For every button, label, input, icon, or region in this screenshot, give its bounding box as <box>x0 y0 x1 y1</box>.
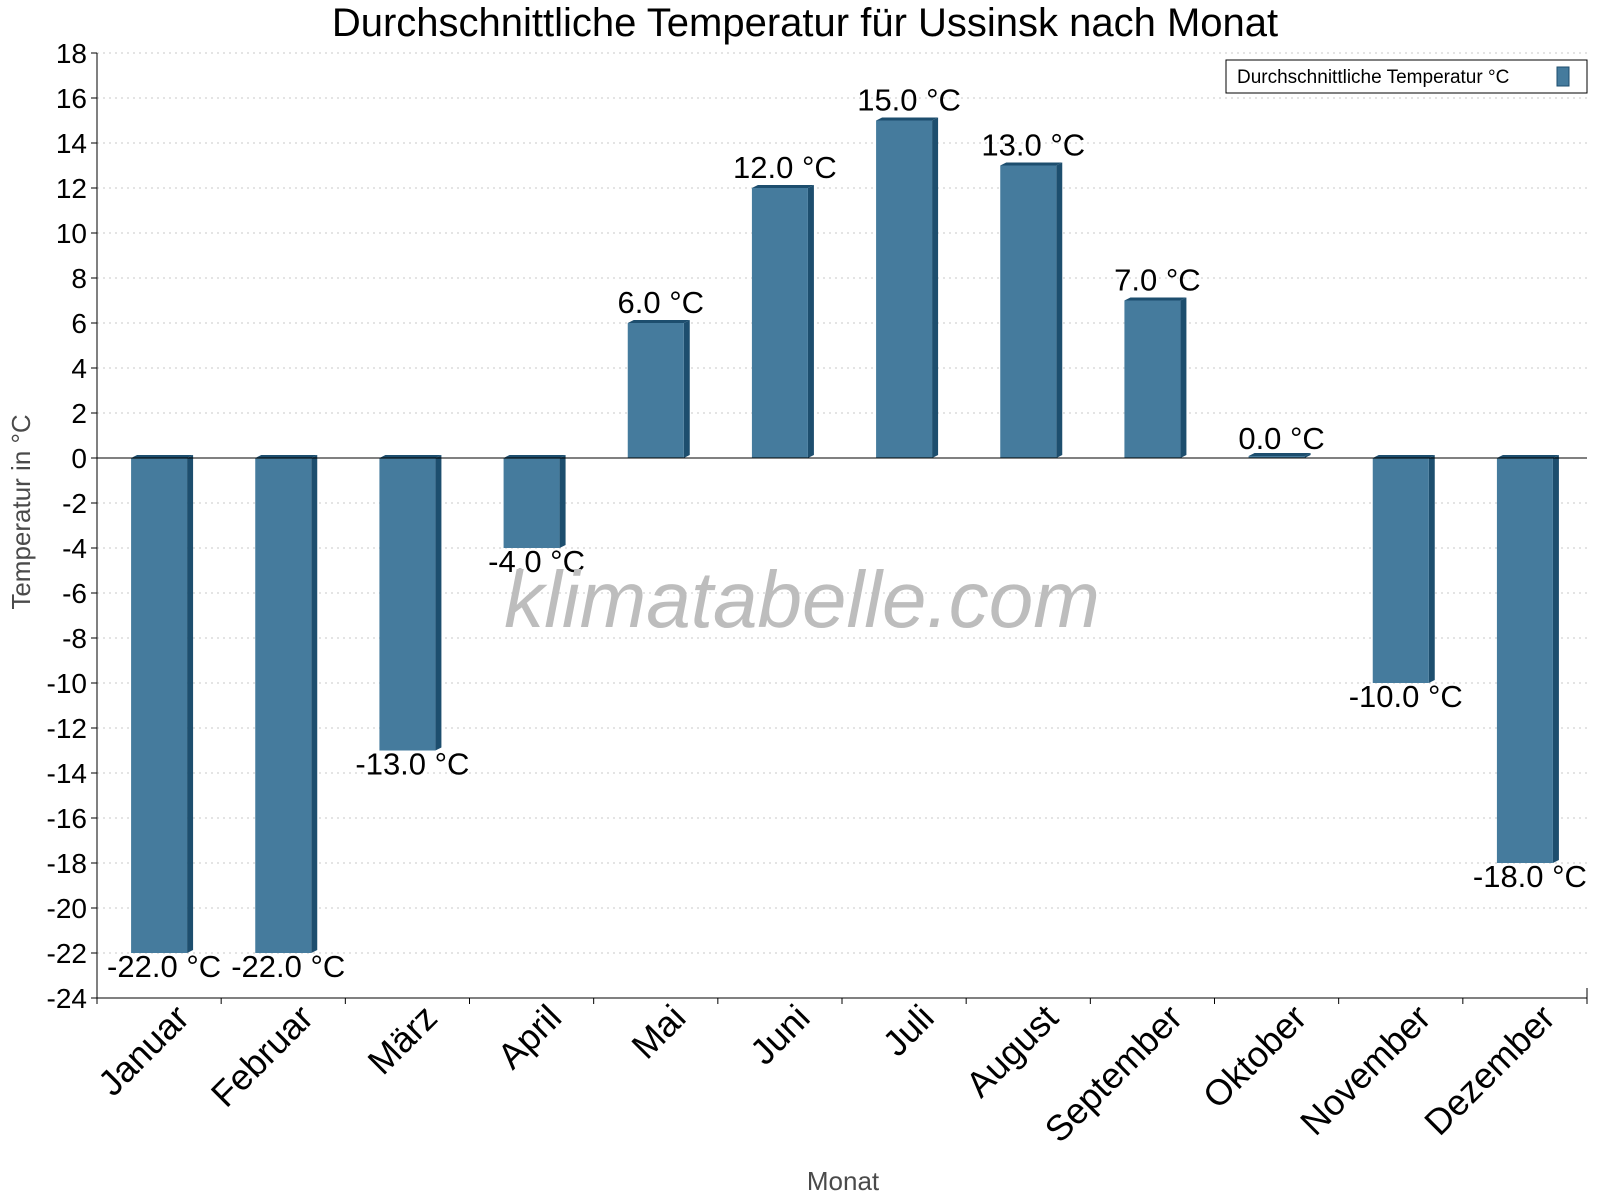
x-axis-title: Monat <box>807 1166 880 1196</box>
value-label: 6.0 °C <box>618 285 705 320</box>
bar-top <box>1496 455 1559 458</box>
bar-top <box>131 455 194 458</box>
grid-lines <box>97 52 1587 999</box>
chart-title: Durchschnittliche Temperatur für Ussinsk… <box>332 1 1278 45</box>
bar <box>503 458 560 548</box>
value-label: 12.0 °C <box>733 150 837 185</box>
bar <box>1372 458 1429 683</box>
value-label: 13.0 °C <box>981 128 1085 163</box>
bar <box>379 458 436 751</box>
y-tick-label: -20 <box>47 893 87 924</box>
bar-side <box>435 455 442 751</box>
bar <box>1000 165 1057 458</box>
value-label: -22.0 °C <box>231 949 345 984</box>
bar <box>876 120 933 458</box>
bar-top <box>379 455 442 458</box>
bar-side <box>187 455 194 953</box>
bars <box>131 117 1559 953</box>
x-tick-label: Mai <box>623 997 693 1067</box>
value-label: 7.0 °C <box>1114 263 1201 298</box>
x-tick-label: März <box>360 997 446 1083</box>
y-tick-label: 4 <box>71 353 87 384</box>
x-tick-label: April <box>489 997 569 1077</box>
x-tick-label: Dezember <box>1416 997 1562 1143</box>
value-label: 0.0 °C <box>1238 421 1325 456</box>
y-tick-label: -24 <box>47 983 87 1014</box>
value-label: -13.0 °C <box>355 747 469 782</box>
watermark: klimatabelle.com <box>504 555 1100 644</box>
y-tick-label: 16 <box>56 83 87 114</box>
y-tick-label: -4 <box>62 533 87 564</box>
y-tick-label: -12 <box>47 713 87 744</box>
bar <box>1248 456 1305 458</box>
y-tick-label: -16 <box>47 803 87 834</box>
legend: Durchschnittliche Temperatur °C <box>1225 59 1588 94</box>
y-tick-label: 2 <box>71 398 87 429</box>
value-label: -4.0 °C <box>488 544 585 579</box>
y-tick-label: -22 <box>47 938 87 969</box>
y-tick-label: 8 <box>71 263 87 294</box>
bar <box>1124 300 1181 458</box>
bar-side <box>683 320 690 458</box>
bar <box>131 458 188 953</box>
y-tick-label: -14 <box>47 758 87 789</box>
legend-label: Durchschnittliche Temperatur °C <box>1237 67 1509 88</box>
bar-top <box>876 117 939 121</box>
bar-top <box>751 185 814 188</box>
bar-top <box>255 455 318 458</box>
x-tick-label: Februar <box>203 997 321 1115</box>
value-labels: -22.0 °C -22.0 °C -13.0 °C -4.0 °C 6.0 °C 12.… <box>107 83 1587 985</box>
y-axis-title: Temperatur in °C <box>6 414 36 609</box>
y-tick-label: 12 <box>56 173 87 204</box>
bar-top <box>1248 453 1311 456</box>
bar-side <box>1552 455 1559 863</box>
bar-side <box>1056 162 1063 458</box>
y-tick-label: 10 <box>56 218 87 249</box>
y-tick-label: -6 <box>62 578 87 609</box>
x-tick-label: Oktober <box>1195 997 1315 1117</box>
y-tick-label: -18 <box>47 848 87 879</box>
legend-swatch <box>1556 66 1570 87</box>
x-tick-label: Juni <box>742 997 818 1073</box>
bar-top <box>627 320 690 323</box>
value-label: -22.0 °C <box>107 949 221 984</box>
bar-side <box>559 455 566 548</box>
y-tick-label: 0 <box>71 443 87 474</box>
legend-box <box>1225 59 1588 94</box>
x-tick-label: August <box>958 997 1066 1105</box>
bar <box>627 323 684 458</box>
bar-side <box>932 117 939 458</box>
bar-side <box>311 455 318 953</box>
bar-top <box>1124 297 1187 301</box>
bar <box>751 188 808 458</box>
y-tick-label: -8 <box>62 623 87 654</box>
bar <box>1496 458 1553 863</box>
bar-side <box>1180 297 1187 458</box>
bar-top <box>503 455 566 458</box>
y-tick-label: -2 <box>62 488 87 519</box>
bar-top <box>1372 455 1435 458</box>
x-tick-label: November <box>1292 997 1438 1143</box>
bar-side <box>807 185 814 458</box>
value-label: -10.0 °C <box>1349 679 1463 714</box>
y-tick-label: 14 <box>56 128 87 159</box>
y-tick-label: 6 <box>71 308 87 339</box>
y-tick-label: -10 <box>47 668 87 699</box>
value-label: -18.0 °C <box>1473 859 1587 894</box>
bar <box>255 458 312 953</box>
bar-top <box>1000 162 1063 166</box>
x-tick-label: Januar <box>90 997 197 1104</box>
bar-side <box>1428 455 1435 683</box>
value-label: 15.0 °C <box>857 83 961 118</box>
bar-side <box>1304 453 1311 458</box>
y-tick-label: 18 <box>56 38 87 69</box>
x-tick-label: Juli <box>875 997 942 1064</box>
